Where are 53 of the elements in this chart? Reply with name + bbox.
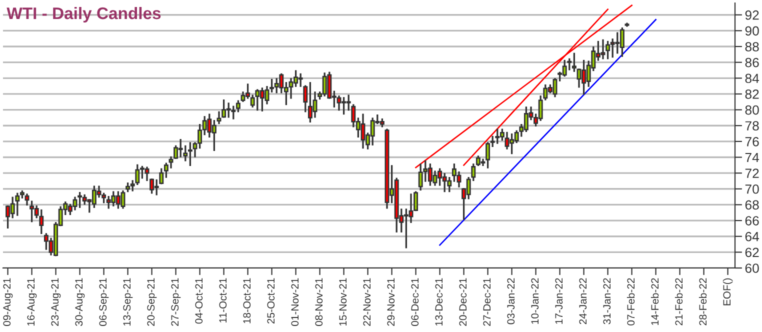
chart-title: WTI - Daily Candles <box>6 6 161 23</box>
x-tick-label: 27-Dec-21 <box>483 278 491 326</box>
candlestick <box>572 52 576 72</box>
x-tick-label: 11-Oct-21 <box>219 278 227 322</box>
y-tick-label: 88 <box>745 42 759 52</box>
x-tick-label: 29-Nov-21 <box>387 278 395 326</box>
y-tick-label: 68 <box>745 200 759 210</box>
x-tick-label: 06-Sep-21 <box>99 278 109 326</box>
x-tick-label: 23-Aug-21 <box>51 278 61 326</box>
candlestick <box>236 100 240 112</box>
y-tick-label: 90 <box>745 26 759 36</box>
x-tick-label: 22-Nov-21 <box>363 278 371 326</box>
y-tick-label: 64 <box>745 232 760 242</box>
x-tick-label: 17-Jan-22 <box>555 278 563 324</box>
y-tick-label: 76 <box>745 137 759 146</box>
x-tick-label: 16-Aug-21 <box>27 278 37 326</box>
x-tick-label: 25-Oct-21 <box>267 278 275 324</box>
x-tick-label: 27-Sep-21 <box>171 278 181 326</box>
y-tick-label: 74 <box>745 152 760 162</box>
y-tick-label: 66 <box>745 216 759 226</box>
x-tick-label: 20-Sep-21 <box>147 278 157 326</box>
x-tick-label: 04-Oct-21 <box>195 278 203 324</box>
y-tick-label: 84 <box>745 74 760 84</box>
x-tick-label: 09-Aug-21 <box>3 278 13 326</box>
x-tick-label: 13-Sep-21 <box>123 278 133 326</box>
x-tick-label: 14-Feb-22 <box>650 278 659 325</box>
x-tick-label: 01-Nov-21 <box>291 278 299 326</box>
x-tick-label: 30-Aug-21 <box>75 278 85 326</box>
candlestick <box>188 142 192 166</box>
y-tick-label: 86 <box>745 58 759 68</box>
x-tick-label: 07-Feb-22 <box>626 278 635 326</box>
x-tick-label: 21-Feb-22 <box>674 278 683 326</box>
x-tick-label: 06-Dec-21 <box>411 278 419 326</box>
x-tick-label: 18-Oct-21 <box>243 278 251 324</box>
x-tick-label: EOF() <box>722 278 733 306</box>
x-tick-label: 03-Jan-22 <box>507 278 515 324</box>
y-tick-label: 78 <box>745 121 759 131</box>
y-tick-label: 92 <box>745 10 759 20</box>
x-tick-label: 28-Feb-22 <box>698 278 707 326</box>
x-tick-label: 10-Jan-22 <box>531 278 539 324</box>
x-tick-label: 20-Dec-21 <box>459 278 467 326</box>
y-tick-label: 80 <box>745 105 759 115</box>
x-tick-label: 24-Jan-22 <box>579 278 587 324</box>
candlestick <box>486 142 490 168</box>
y-tick-label: 70 <box>745 184 759 194</box>
x-tick-label: 31-Jan-22 <box>603 278 611 324</box>
x-tick-label: 08-Nov-21 <box>315 278 323 326</box>
y-tick-label: 72 <box>745 168 759 178</box>
y-tick-label: 82 <box>745 90 759 99</box>
x-tick-label: 15-Nov-21 <box>339 278 347 326</box>
y-tick-label: 62 <box>745 248 759 258</box>
y-tick-label: 60 <box>745 264 759 273</box>
x-tick-label: 13-Dec-21 <box>435 278 443 326</box>
